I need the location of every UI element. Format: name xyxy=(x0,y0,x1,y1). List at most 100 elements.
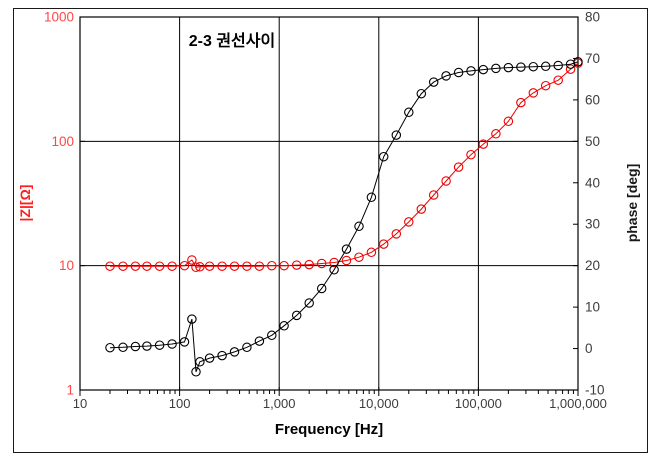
data-point-marker xyxy=(428,190,439,200)
data-point-marker xyxy=(341,244,352,254)
data-point-marker xyxy=(304,259,314,270)
data-point-marker xyxy=(503,62,514,73)
data-point-marker xyxy=(540,80,551,91)
data-point-marker xyxy=(378,239,389,249)
right-axis-title: phase [deg] xyxy=(624,163,640,243)
figure-frame xyxy=(13,8,648,453)
data-point-marker xyxy=(478,139,489,149)
data-point-marker xyxy=(254,261,265,271)
x-tick-label: 1,000 xyxy=(263,396,296,411)
data-point-marker xyxy=(416,88,427,99)
data-point-marker xyxy=(478,64,489,75)
data-point-marker xyxy=(105,261,115,271)
right-tick-label: -10 xyxy=(585,383,605,398)
data-point-marker xyxy=(279,260,289,271)
data-point-marker xyxy=(105,342,115,353)
data-point-marker xyxy=(195,262,205,272)
x-tick-label: 100,000 xyxy=(455,396,502,411)
plot-frame xyxy=(79,16,579,391)
data-point-marker xyxy=(553,75,563,85)
data-point-marker xyxy=(254,336,265,346)
data-point-marker xyxy=(366,247,377,258)
data-point-marker xyxy=(391,229,402,239)
data-point-marker xyxy=(441,71,451,81)
data-point-marker xyxy=(466,66,476,76)
x-tick-label: 10 xyxy=(73,396,87,411)
data-point-marker xyxy=(242,261,252,271)
data-point-marker xyxy=(154,261,165,271)
data-point-marker xyxy=(204,261,215,271)
gridlines xyxy=(80,17,578,390)
right-tick-label: 70 xyxy=(585,51,600,66)
data-point-marker xyxy=(404,217,414,227)
left-tick-label: 10 xyxy=(59,258,74,273)
data-point-marker xyxy=(154,340,165,350)
right-tick-label: 50 xyxy=(585,134,600,149)
data-point-marker xyxy=(130,341,141,352)
data-point-marker xyxy=(503,116,514,127)
data-point-marker xyxy=(267,260,277,271)
data-point-marker xyxy=(341,255,352,266)
right-tick-labels: -10 0 10 20 30 40 50 60 70 80 xyxy=(585,10,605,398)
data-point-marker xyxy=(516,97,526,108)
x-tick-label: 10,000 xyxy=(359,396,399,411)
data-point-marker xyxy=(187,255,197,265)
data-point-marker xyxy=(167,339,177,349)
data-point-marker xyxy=(565,64,576,74)
data-point-marker xyxy=(204,353,215,363)
data-point-marker xyxy=(391,130,402,140)
data-point-marker xyxy=(191,367,201,377)
data-point-marker xyxy=(130,261,141,271)
x-tick-label: 100 xyxy=(169,396,191,411)
data-point-marker xyxy=(329,265,339,275)
data-point-marker xyxy=(217,261,227,271)
data-point-marker xyxy=(187,314,197,324)
chart-title: 2-3 권선사이 xyxy=(188,33,276,50)
data-point-marker xyxy=(304,298,314,308)
data-point-marker xyxy=(428,77,439,87)
data-point-marker xyxy=(441,176,451,186)
left-tick-labels: 1 10 100 1000 xyxy=(44,10,74,398)
left-tick-label: 1000 xyxy=(44,10,74,25)
x-tick-label: 1,000,000 xyxy=(549,396,607,411)
data-point-marker xyxy=(528,88,539,98)
data-point-marker xyxy=(378,151,389,162)
right-tick-label: 0 xyxy=(585,341,593,356)
data-point-marker xyxy=(354,221,364,232)
data-point-marker xyxy=(195,357,205,367)
left-tick-label: 100 xyxy=(51,134,74,149)
data-point-marker xyxy=(404,107,414,118)
data-point-marker xyxy=(453,162,464,172)
data-point-marker xyxy=(416,204,427,214)
data-point-marker xyxy=(553,60,563,71)
data-point-marker xyxy=(267,330,277,341)
data-point-marker xyxy=(229,261,240,271)
data-point-marker xyxy=(118,261,128,271)
data-point-marker xyxy=(217,350,227,361)
x-tick-labels: 10 100 1,000 10,000 100,000 1,000,000 xyxy=(73,396,607,411)
data-point-marker xyxy=(491,63,501,74)
right-tick-label: 40 xyxy=(585,175,600,190)
data-point-marker xyxy=(142,261,152,271)
data-point-marker xyxy=(516,62,526,72)
series-line xyxy=(109,61,579,372)
data-point-marker xyxy=(179,337,190,347)
right-tick-label: 20 xyxy=(585,258,600,273)
x-axis-title: Frequency [Hz] xyxy=(274,421,384,438)
data-point-marker xyxy=(366,192,377,203)
series-phase xyxy=(105,57,583,377)
data-point-marker xyxy=(453,67,464,78)
data-point-marker xyxy=(118,342,128,353)
data-point-marker xyxy=(242,342,252,353)
data-point-marker xyxy=(354,252,364,262)
data-point-marker xyxy=(540,61,551,72)
data-point-marker xyxy=(191,262,201,273)
right-tick-label: 30 xyxy=(585,217,600,232)
data-point-marker xyxy=(528,61,539,72)
left-axis-title: |Z|[Ω] xyxy=(17,184,33,222)
left-tick-label: 1 xyxy=(66,383,74,398)
data-point-marker xyxy=(167,261,177,271)
data-point-marker xyxy=(279,321,289,331)
data-point-marker xyxy=(179,260,190,271)
